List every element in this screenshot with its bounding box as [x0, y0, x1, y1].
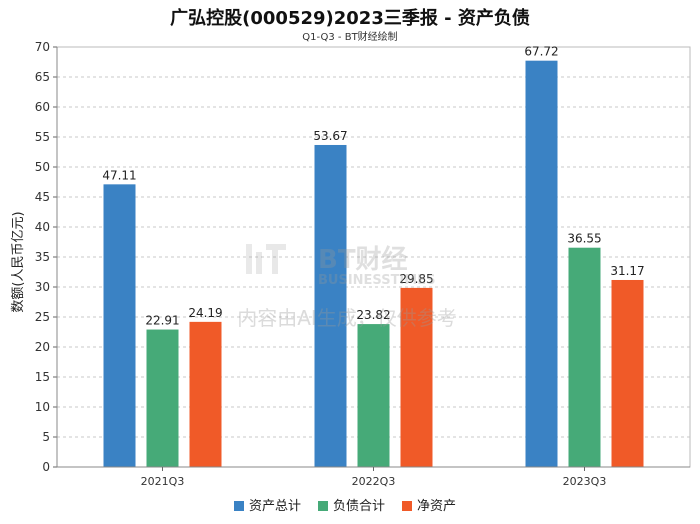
bar	[314, 144, 347, 468]
data-label: 24.19	[188, 306, 222, 320]
x-tick-label: 2022Q3	[352, 475, 396, 488]
y-axis-label: 数额(人民币亿元)	[11, 211, 26, 312]
legend-swatch	[318, 501, 328, 511]
bars	[103, 60, 644, 468]
legend-swatch	[402, 501, 412, 511]
y-tick-label: 25	[35, 310, 50, 324]
chart-subtitle: Q1-Q3 - BT财经绘制	[302, 32, 398, 43]
bar	[103, 184, 136, 467]
legend-label: 资产总计	[249, 499, 301, 514]
legend: 资产总计 负债合计 净资产	[234, 499, 456, 514]
bar	[568, 247, 601, 467]
y-tick-label: 45	[35, 190, 50, 204]
bar	[357, 324, 390, 467]
data-label: 53.67	[313, 129, 347, 143]
data-label: 23.82	[356, 308, 390, 322]
x-tick-label: 2021Q3	[141, 475, 185, 488]
y-tick-label: 0	[42, 460, 50, 474]
data-label: 29.85	[399, 272, 433, 286]
bar	[189, 321, 222, 467]
y-tick-label: 70	[35, 40, 50, 54]
chart-title: 广弘控股(000529)2023三季报 - 资产负债	[170, 8, 530, 29]
legend-label: 净资产	[417, 499, 456, 514]
bar	[146, 329, 179, 467]
data-labels: 47.11 22.91 24.19 53.67 23.82 29.85 67.72 36.55…	[102, 45, 644, 328]
y-tick-label: 50	[35, 160, 50, 174]
y-tick-label: 35	[35, 250, 50, 264]
data-label: 31.17	[610, 264, 644, 278]
bar	[611, 279, 644, 467]
y-tick-label: 65	[35, 70, 50, 84]
bar	[400, 287, 433, 467]
x-tick-label: 2023Q3	[563, 475, 607, 488]
bar	[525, 60, 558, 468]
data-label: 67.72	[524, 45, 558, 59]
legend-swatch	[234, 501, 244, 511]
y-axis: 0 5 10 15 20 25 30 35 40 45 50 55 60 65 70	[35, 40, 58, 474]
y-tick-label: 5	[42, 430, 50, 444]
data-label: 22.91	[145, 314, 179, 328]
y-tick-label: 30	[35, 280, 50, 294]
y-tick-label: 60	[35, 100, 50, 114]
data-label: 36.55	[567, 232, 601, 246]
x-axis: 2021Q3 2022Q3 2023Q3	[57, 466, 690, 488]
data-label: 47.11	[102, 168, 136, 182]
y-tick-label: 10	[35, 400, 50, 414]
y-tick-label: 55	[35, 130, 50, 144]
legend-label: 负债合计	[333, 499, 385, 514]
y-tick-label: 15	[35, 370, 50, 384]
y-tick-label: 40	[35, 220, 50, 234]
y-tick-label: 20	[35, 340, 50, 354]
